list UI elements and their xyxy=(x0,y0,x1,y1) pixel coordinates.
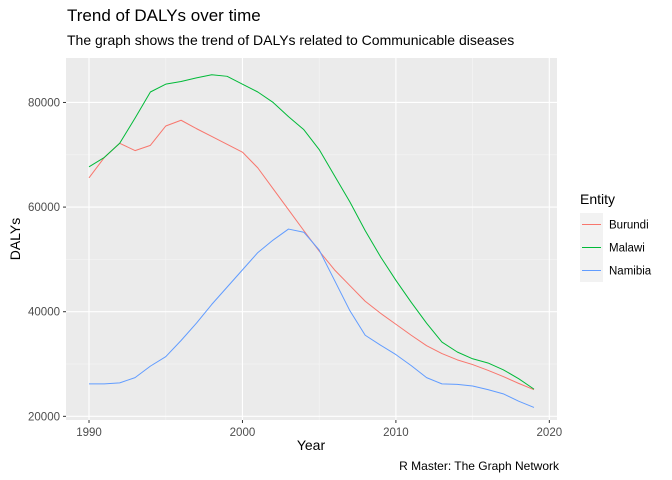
y-tick-label: 80000 xyxy=(28,97,60,109)
legend-title: Entity xyxy=(580,191,615,207)
legend-label-namibia: Namibia xyxy=(609,266,652,278)
x-tick-label: 2000 xyxy=(230,427,256,439)
y-axis: 20000 40000 60000 80000 xyxy=(28,97,66,423)
x-axis: 1990 2000 2010 2020 xyxy=(76,420,562,439)
x-tick-label: 2020 xyxy=(537,427,563,439)
legend-label-malawi: Malawi xyxy=(609,243,645,255)
y-tick-label: 60000 xyxy=(28,202,60,214)
y-tick-label: 20000 xyxy=(28,411,60,423)
chart-title: Trend of DALYs over time xyxy=(67,6,261,25)
legend: Entity Burundi Malawi Namibia xyxy=(580,191,652,282)
series-line-malawi xyxy=(88,74,535,390)
chart-caption: R Master: The Graph Network xyxy=(399,459,559,473)
plot-panel xyxy=(66,58,557,420)
x-tick-label: 2010 xyxy=(383,427,409,439)
chart-subtitle: The graph shows the trend of DALYs relat… xyxy=(67,32,515,48)
y-tick-label: 40000 xyxy=(28,307,60,319)
legend-items: Burundi Malawi Namibia xyxy=(580,213,652,282)
legend-label-burundi: Burundi xyxy=(609,220,649,232)
series-line-namibia xyxy=(89,228,535,408)
minor-gridlines xyxy=(66,58,557,420)
x-axis-title: Year xyxy=(297,437,326,453)
major-gridlines xyxy=(66,58,557,420)
series-lines xyxy=(88,74,535,408)
x-tick-label: 1990 xyxy=(76,427,102,439)
y-axis-title: DALYs xyxy=(7,218,23,261)
